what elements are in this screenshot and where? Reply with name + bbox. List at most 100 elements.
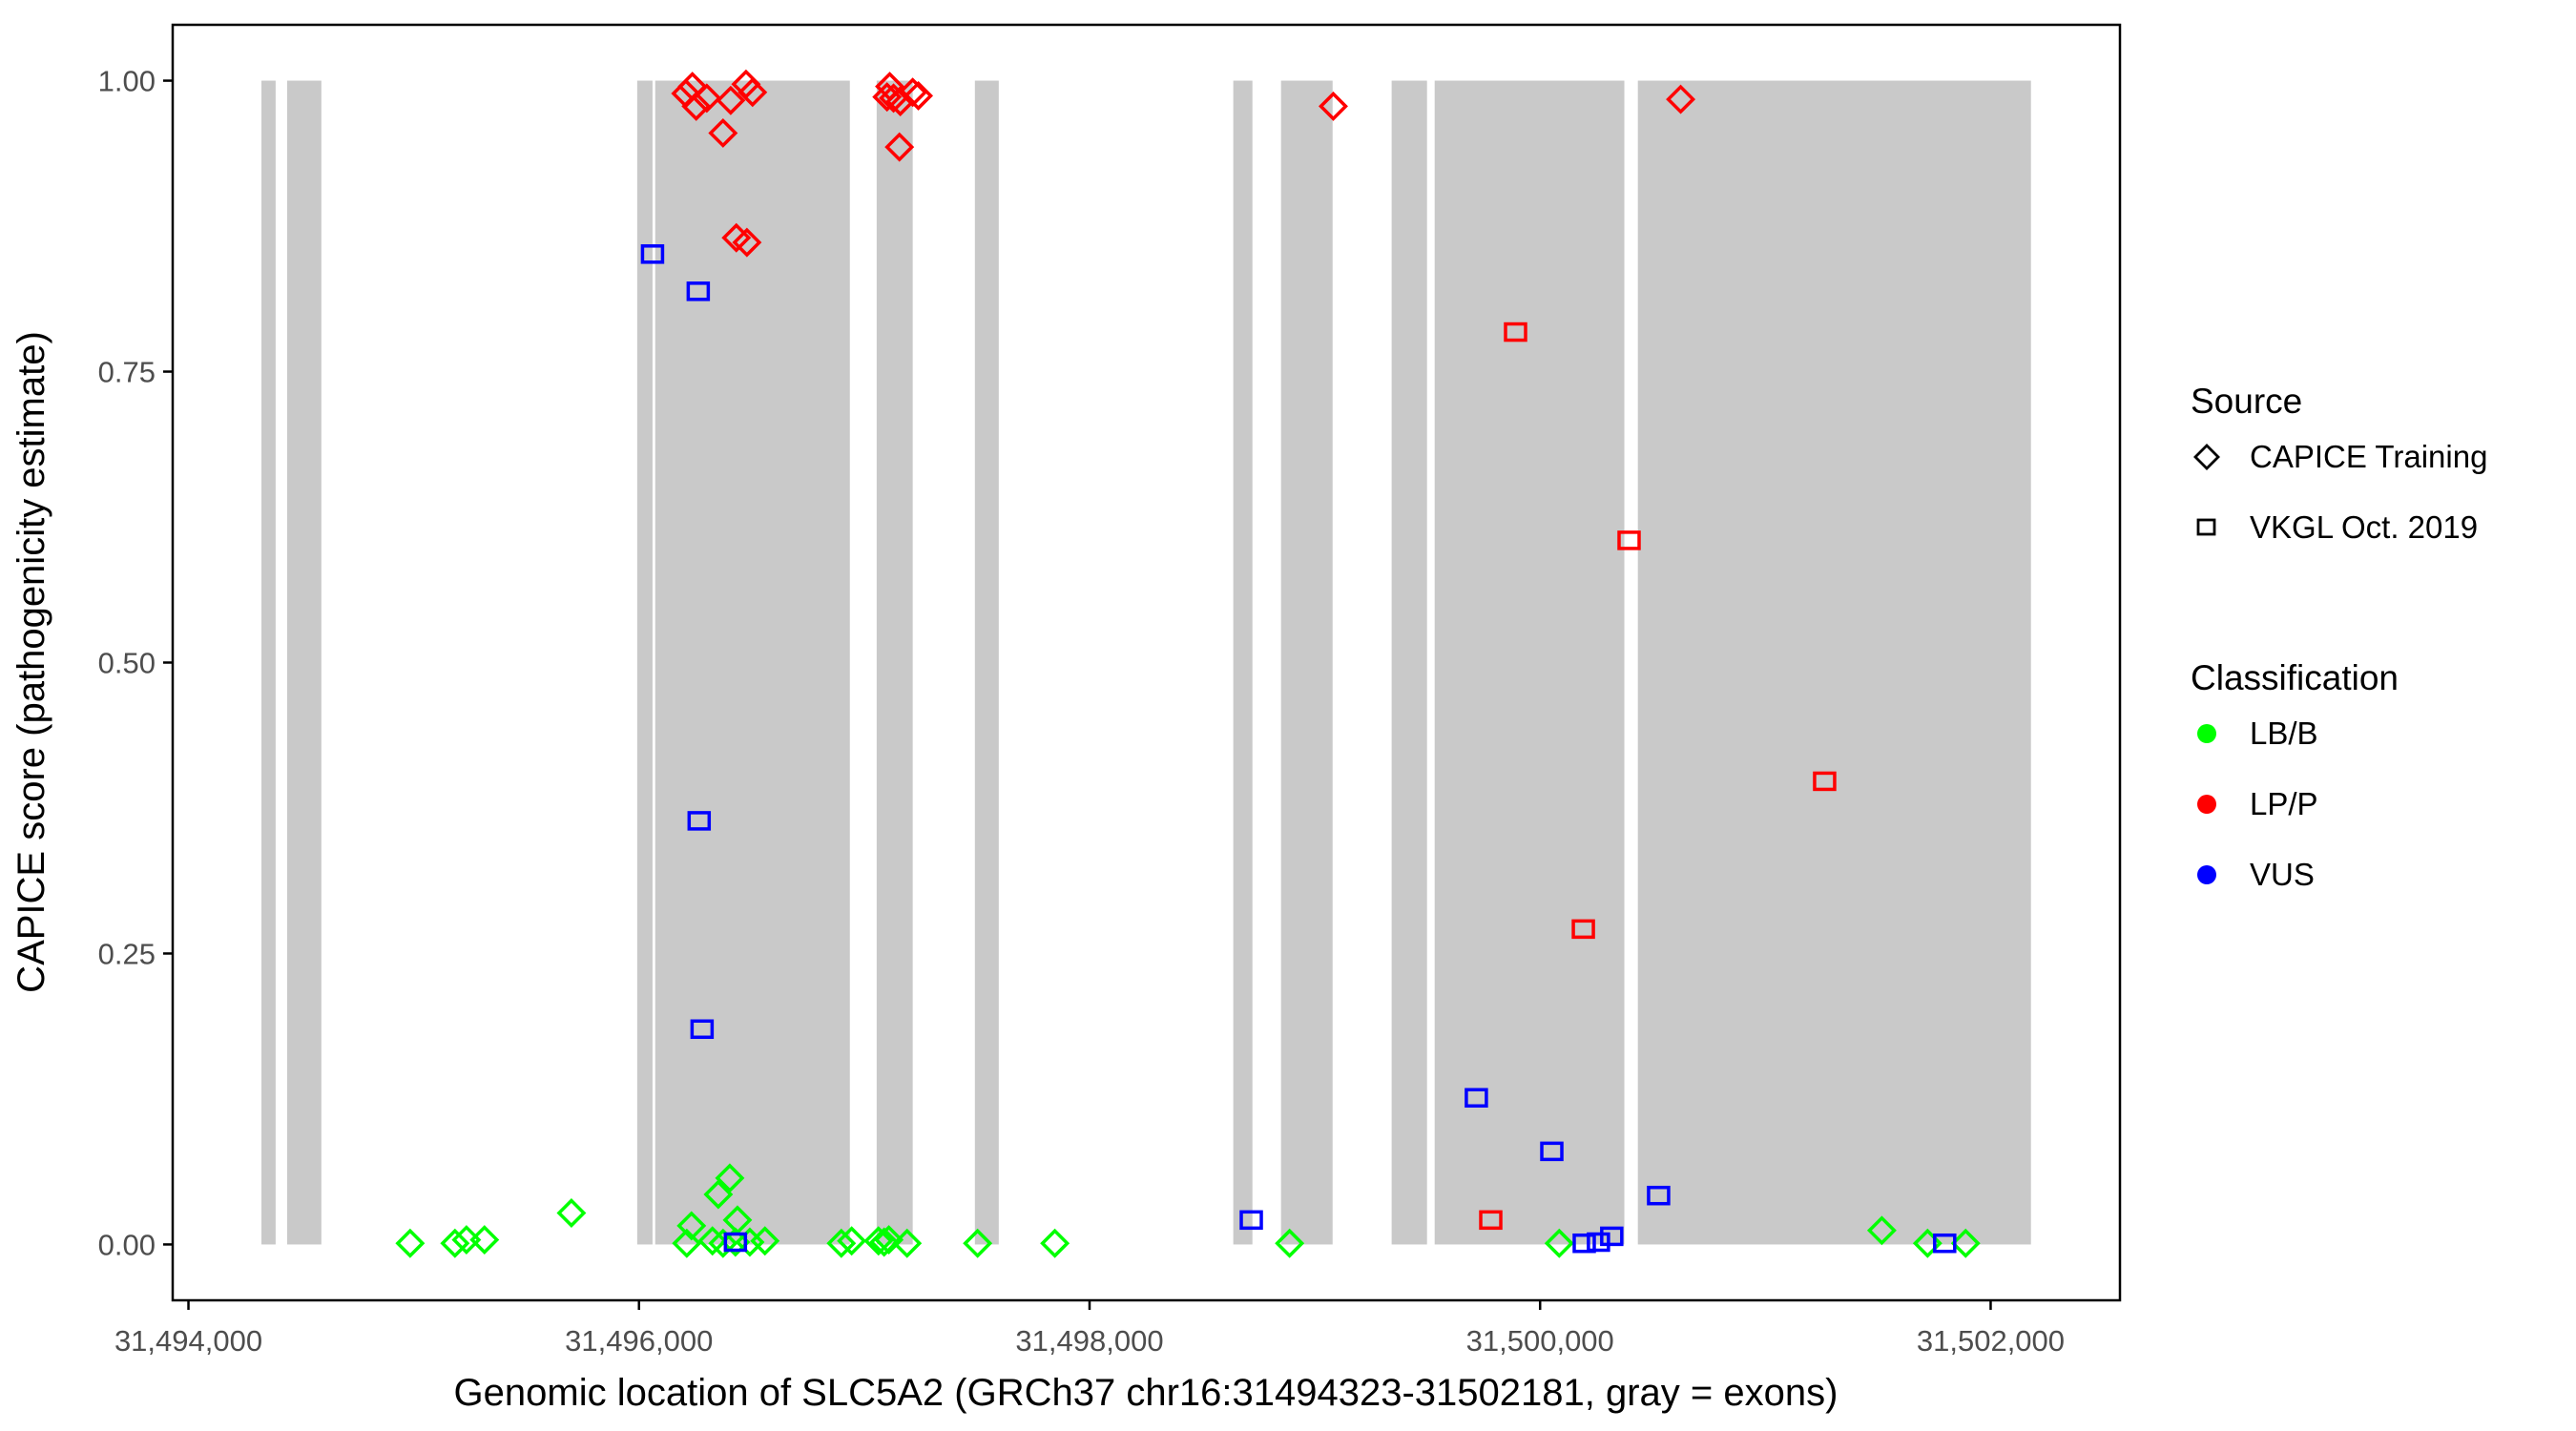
- legend-item-label: LB/B: [2250, 716, 2318, 751]
- data-point-square: [690, 1019, 715, 1040]
- data-point-diamond: [672, 1228, 702, 1258]
- legend-dot-icon: [2197, 865, 2216, 884]
- legend-square-icon: [2196, 518, 2216, 536]
- data-point-diamond: [884, 132, 915, 162]
- legend-dot-icon: [2197, 795, 2216, 814]
- data-point-diamond: [1866, 1215, 1897, 1246]
- data-point-square: [1571, 919, 1595, 940]
- legend-item-label: CAPICE Training: [2250, 439, 2488, 474]
- y-axis-title: CAPICE score (pathogenicity estimate): [10, 331, 52, 993]
- legend-key: [2191, 859, 2250, 891]
- data-point-diamond: [703, 1179, 734, 1210]
- data-point-diamond: [1666, 84, 1696, 114]
- legend-key: [2191, 511, 2250, 544]
- legend-square-icon: [2196, 518, 2216, 536]
- data-point-square: [1239, 1210, 1263, 1231]
- data-point-diamond: [1319, 91, 1348, 121]
- legend-item: CAPICE Training: [2191, 422, 2572, 492]
- x-tick-label: 31,496,000: [565, 1324, 713, 1358]
- data-point-diamond: [715, 1163, 745, 1193]
- x-tick-label: 31,494,000: [114, 1324, 262, 1358]
- exon-band: [1280, 80, 1333, 1245]
- data-point-diamond: [1950, 1228, 1981, 1258]
- data-point-square: [1572, 1233, 1596, 1254]
- data-point-diamond: [395, 1228, 426, 1258]
- y-tick-label: 0.25: [98, 937, 156, 970]
- data-point-diamond: [737, 77, 768, 108]
- data-point-diamond: [732, 227, 762, 258]
- exon-band: [636, 80, 653, 1245]
- data-point-diamond: [469, 1225, 500, 1255]
- y-tick-label: 0.00: [98, 1228, 156, 1261]
- data-point-diamond: [1544, 1228, 1574, 1258]
- legend-classification: Classification LB/B LP/P VUS: [2191, 658, 2572, 910]
- data-point-diamond: [826, 1228, 857, 1258]
- data-point-diamond: [869, 1227, 900, 1257]
- data-point-square: [1587, 1232, 1610, 1253]
- legend-item: VKGL Oct. 2019: [2191, 492, 2572, 563]
- data-point-square: [1479, 1210, 1503, 1231]
- legend-classification-items: LB/B LP/P VUS: [2191, 698, 2572, 910]
- legend-item-label: VKGL Oct. 2019: [2250, 509, 2479, 545]
- x-axis-title: Genomic location of SLC5A2 (GRCh37 chr16…: [454, 1372, 1839, 1414]
- exon-band: [261, 80, 276, 1245]
- legend-item: LB/B: [2191, 698, 2572, 769]
- x-tick-label: 31,502,000: [1917, 1324, 2065, 1358]
- data-point-square: [640, 244, 665, 264]
- data-point-square: [1504, 321, 1527, 342]
- legend-item-label: VUS: [2250, 857, 2315, 892]
- data-point-diamond: [556, 1198, 587, 1228]
- data-point-diamond: [676, 1211, 707, 1241]
- x-tick-label: 31,498,000: [1015, 1324, 1163, 1358]
- data-point-diamond: [963, 1228, 993, 1258]
- legend-diamond-icon: [2193, 444, 2220, 470]
- data-point-diamond: [708, 117, 738, 148]
- data-point-diamond: [892, 1228, 923, 1258]
- data-point-square: [1617, 530, 1641, 550]
- legend-item: VUS: [2191, 840, 2572, 910]
- exon-band: [1391, 80, 1427, 1245]
- data-point-diamond: [904, 80, 934, 111]
- exon-band: [974, 80, 999, 1245]
- legend-key: [2191, 788, 2250, 820]
- legend-source: Source CAPICE Training VKGL Oct. 2019: [2191, 382, 2572, 563]
- data-point-square: [1465, 1088, 1488, 1108]
- legend-item-label: LP/P: [2250, 786, 2318, 821]
- data-point-diamond: [716, 85, 746, 115]
- data-point-diamond: [1275, 1228, 1305, 1258]
- data-point-diamond: [692, 83, 722, 114]
- data-point-diamond: [708, 1228, 738, 1258]
- exon-band: [286, 80, 322, 1245]
- data-point-diamond: [750, 1226, 780, 1256]
- data-point-square: [1647, 1185, 1671, 1206]
- data-point-diamond: [837, 1226, 867, 1256]
- exon-band: [1434, 80, 1625, 1245]
- data-point-square: [686, 281, 711, 301]
- data-points-group: [395, 69, 1981, 1258]
- legend-classification-title: Classification: [2191, 658, 2399, 697]
- data-point-diamond: [1040, 1228, 1070, 1258]
- legend-dot-icon: [2197, 724, 2216, 743]
- data-point-diamond: [863, 1226, 894, 1256]
- legend-source-title: Source: [2191, 382, 2303, 421]
- data-point-square: [1933, 1233, 1957, 1254]
- legend-key: [2191, 717, 2250, 750]
- data-point-square: [1813, 771, 1837, 792]
- legend-dot-icon: [2197, 795, 2216, 814]
- data-point-diamond: [681, 91, 712, 121]
- exon-band: [654, 80, 850, 1245]
- y-axis-ticks-group: 0.00 0.25 0.50 0.75 1.00: [98, 65, 173, 1261]
- data-point-square: [1540, 1141, 1564, 1162]
- x-axis-ticks-group: 31,494,000 31,496,000 31,498,000 31,500,000…: [114, 1300, 2065, 1358]
- exon-band: [1233, 80, 1253, 1245]
- legend-key: [2191, 441, 2250, 473]
- data-point-diamond: [735, 1227, 765, 1257]
- legend-diamond-icon: [2193, 444, 2220, 470]
- legend-source-items: CAPICE Training VKGL Oct. 2019: [2191, 422, 2572, 563]
- data-point-diamond: [697, 1226, 728, 1256]
- exon-bands-group: [261, 80, 2031, 1245]
- data-point-diamond: [874, 1225, 904, 1255]
- legend-item: LP/P: [2191, 769, 2572, 840]
